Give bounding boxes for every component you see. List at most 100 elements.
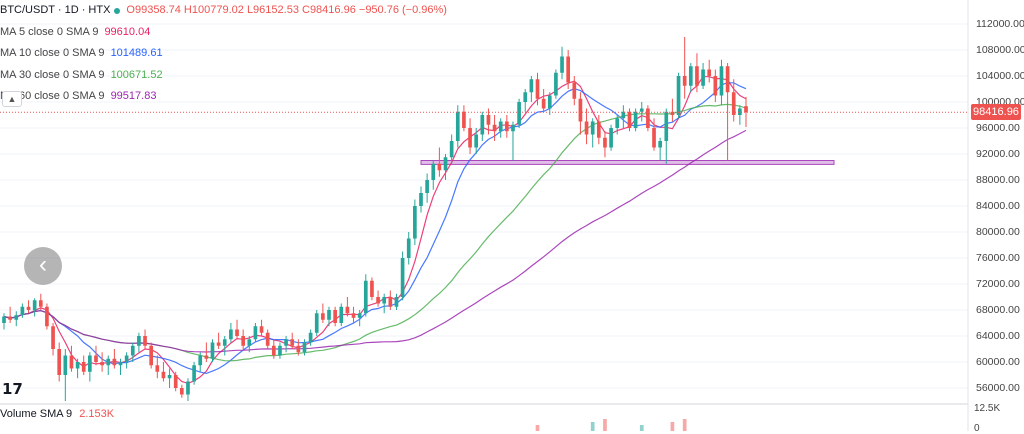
candle-body [130, 345, 135, 356]
candle-body [388, 297, 393, 307]
candle-body [302, 342, 307, 353]
indicator-ma10[interactable]: MA 10 close 0 SMA 9 101489.61 [0, 43, 447, 65]
indicator-value: 100671.52 [110, 68, 163, 81]
price-axis-label: 92000.00 [976, 148, 1020, 160]
indicator-ma30[interactable]: MA 30 close 0 SMA 9 100671.52 [0, 65, 447, 87]
volume-bars [535, 419, 687, 431]
high-value: H100779.02 [183, 4, 244, 16]
candle-body [462, 111, 466, 128]
symbol-row: BTC/USDT · 1D · HTX O99358.74 H100779.02… [0, 0, 447, 22]
candle-body [449, 141, 454, 158]
volume-axis-label: 12.5K [974, 403, 1001, 414]
ma-line [3, 82, 747, 375]
candle-body [137, 336, 141, 346]
candle-body [204, 355, 209, 359]
candle-body [639, 108, 644, 112]
candle-body [406, 238, 411, 258]
candle-body [529, 79, 534, 93]
candle-body [2, 316, 6, 323]
candle-body [670, 111, 675, 115]
chevron-up-icon[interactable]: ▲ [2, 91, 22, 107]
candle-body [259, 326, 264, 333]
volume-bar [670, 422, 675, 431]
candle-body [167, 375, 172, 379]
candle-body [627, 111, 632, 128]
change-value: −950.76 (−0.96%) [358, 4, 447, 16]
candle-body [682, 76, 687, 86]
candle-body [596, 121, 601, 138]
candle-body [419, 193, 423, 206]
candle-body [284, 339, 288, 346]
candle-body [339, 306, 344, 323]
candle-body [124, 355, 129, 362]
candle-body [308, 332, 313, 343]
candle-body [345, 306, 350, 314]
price-axis[interactable]: 112000.00 108000.00 104000.00 100000.00 9600… [970, 0, 1024, 431]
candlestick-series [2, 37, 748, 401]
candle-body [20, 306, 25, 316]
candle-body [621, 111, 626, 119]
close-value: C98416.96 [302, 4, 356, 16]
candle-body [658, 141, 662, 148]
candle-body [554, 72, 558, 96]
chart-legend: BTC/USDT · 1D · HTX O99358.74 H100779.02… [0, 0, 447, 108]
indicator-label: MA 30 close 0 SMA 9 [0, 68, 105, 81]
candle-body [492, 124, 497, 132]
candle-body [143, 336, 147, 346]
candle-body [351, 313, 356, 318]
candle-body [8, 316, 12, 320]
candle-body [321, 313, 325, 320]
candle-body [253, 326, 258, 340]
candle-body [486, 115, 491, 125]
candle-body [664, 111, 669, 141]
price-axis-label: 84000.00 [976, 200, 1020, 212]
tradingview-logo[interactable]: 17 [2, 380, 23, 398]
price-axis-label: 108000.00 [976, 44, 1024, 56]
candle-body [88, 355, 92, 372]
candle-body [474, 134, 479, 148]
price-axis-label: 104000.00 [976, 70, 1024, 82]
candle-body [51, 326, 55, 349]
indicator-value: 99610.04 [104, 25, 151, 38]
candle-body [149, 345, 154, 366]
candle-body [186, 381, 190, 395]
candle-body [382, 297, 387, 304]
candle-body [584, 121, 589, 135]
indicator-label: MA 10 close 0 SMA 9 [0, 47, 105, 59]
price-axis-label: 112000.00 [976, 18, 1024, 30]
price-axis-label: 68000.00 [976, 304, 1020, 316]
candle-body [94, 355, 98, 362]
volume-bar [590, 422, 595, 431]
last-price-tag: 98416.96 [971, 104, 1021, 121]
candle-body [517, 102, 521, 125]
candle-body [45, 306, 49, 327]
candle-body [425, 180, 429, 193]
candle-body [566, 56, 571, 83]
candle-body [652, 128, 656, 148]
volume-legend[interactable]: Volume SMA 9 2.153K [0, 408, 114, 420]
candle-body [633, 111, 638, 128]
candle-body [314, 313, 319, 333]
candle-body [14, 315, 19, 320]
volume-bar [603, 419, 607, 431]
candle-body [535, 79, 540, 99]
candle-body [468, 128, 472, 148]
volume-bar [639, 425, 644, 431]
chevron-left-icon[interactable]: ‹ [24, 247, 62, 285]
candle-body [603, 137, 607, 148]
candle-body [615, 118, 620, 128]
candle-body [713, 76, 718, 96]
indicator-ma60[interactable]: MA 60 close 0 SMA 9 99517.83 [0, 86, 447, 108]
volume-bar [682, 419, 687, 431]
volume-axis-label: 0 [974, 423, 980, 434]
indicator-value: 99517.83 [110, 90, 157, 102]
symbol-label[interactable]: BTC/USDT · 1D · HTX [0, 4, 111, 16]
candle-body [216, 342, 221, 346]
indicator-ma5[interactable]: MA 5 close 0 SMA 9 99610.04 [0, 22, 447, 44]
price-axis-label: 60000.00 [976, 356, 1020, 368]
candle-body [725, 66, 730, 93]
candle-body [676, 76, 681, 115]
candle-body [523, 92, 528, 102]
support-zone-rect [420, 160, 835, 165]
